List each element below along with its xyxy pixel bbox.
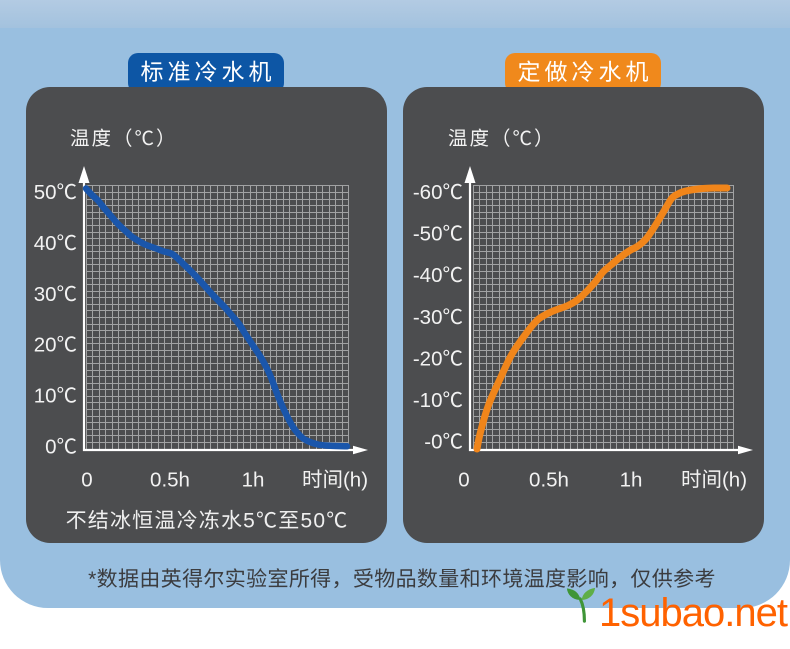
svg-text:1h: 1h [620,469,643,492]
svg-text:-10℃: -10℃ [413,389,463,412]
svg-text:-40℃: -40℃ [413,264,463,287]
svg-text:10℃: 10℃ [34,385,77,408]
svg-text:0: 0 [458,469,469,492]
svg-text:40℃: 40℃ [34,232,77,255]
svg-text:0: 0 [81,469,92,492]
svg-text:50℃: 50℃ [34,181,77,204]
svg-text:-30℃: -30℃ [413,306,463,329]
svg-text:20℃: 20℃ [34,334,77,357]
svg-text:时间(h): 时间(h) [681,469,747,492]
svg-text:30℃: 30℃ [34,283,77,306]
svg-text:温度（℃）: 温度（℃） [448,128,556,150]
svg-text:-0℃: -0℃ [424,431,463,454]
svg-text:1h: 1h [242,469,265,492]
svg-text:-60℃: -60℃ [413,181,463,204]
svg-text:-20℃: -20℃ [413,347,463,370]
svg-text:0.5h: 0.5h [529,469,569,492]
svg-text:时间(h): 时间(h) [302,469,368,492]
svg-text:-50℃: -50℃ [413,223,463,246]
svg-text:不结冰恒温冷冻水5℃至50℃: 不结冰恒温冷冻水5℃至50℃ [66,510,349,533]
svg-text:温度（℃）: 温度（℃） [70,128,178,150]
svg-text:0℃: 0℃ [45,436,77,459]
svg-text:0.5h: 0.5h [150,469,190,492]
